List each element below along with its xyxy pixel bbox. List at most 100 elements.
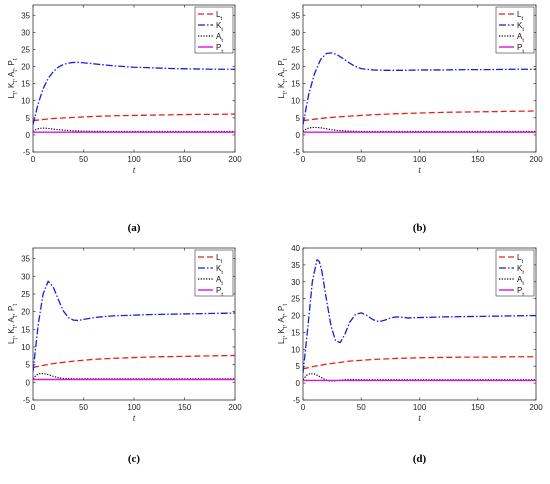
y-tick-label: 15 [21,80,30,89]
panel-caption: (d) [413,453,427,465]
x-tick-label: 100 [127,155,141,164]
y-axis-label-part: L [277,94,286,99]
y-axis-label-part: , A [277,71,286,81]
y-axis-label-part: L [7,339,16,344]
x-axis-label: t [133,166,136,175]
legend-entry-name: K [517,21,523,30]
x-tick-label: 50 [357,403,366,412]
legend-entry-A: At [216,275,223,287]
y-tick-label: 40 [291,244,300,253]
legend-entry-name: K [216,21,222,30]
y-axis-label-part: L [7,94,16,99]
y-tick-label: 30 [21,272,30,281]
y-tick-label: 0 [26,378,31,387]
legend-box [495,249,535,297]
x-tick-label: 100 [413,155,427,164]
y-axis-label-part: t [283,81,289,83]
legend-entry-sub: t [220,16,222,22]
legend-entry-K: Kt [517,21,524,33]
legend-entry-L: Lt [517,10,523,22]
y-axis-label-part: , A [7,71,16,81]
y-tick-label: 0 [26,131,31,140]
y-axis-label-part: , P [277,306,286,316]
series-line-A [33,372,235,380]
y-axis-label: Lt, Kt, At, Pt [277,58,289,98]
series-line-L [303,110,536,122]
y-tick-label: 35 [21,11,30,20]
legend-box [194,6,234,54]
y-axis-label-part: t [283,304,289,306]
y-tick-label: 5 [26,361,31,370]
legend-entry-name: L [216,253,221,262]
series-line-K [33,61,235,125]
x-tick-label: 0 [31,155,36,164]
y-axis-label-part: t [283,58,289,60]
y-axis-label-part: , P [7,306,16,316]
y-tick-label: 15 [21,325,30,334]
legend-entry-sub: t [221,38,223,44]
legend-entry-sub: t [221,27,223,33]
y-axis-label: Lt, Kt, At, Pt [7,58,19,98]
y-tick-label: 30 [291,278,300,287]
y-axis-label-part: , A [7,316,16,326]
series-line-A [303,126,536,133]
y-axis-label-part: , A [277,316,286,326]
series-line-K [303,259,536,374]
legend-entry-P: Pt [517,286,524,298]
y-tick-label: 5 [296,114,301,123]
panel-caption: (a) [128,222,141,234]
x-axis-label: t [418,166,421,175]
legend-box [495,6,535,54]
series-line-L [303,356,536,370]
series-line-L [33,113,235,122]
legend-entry-sub: t [521,259,523,265]
y-axis-label-part: L [277,339,286,344]
legend-entry-sub: t [522,38,524,44]
legend-entry-name: L [216,10,221,19]
legend-entry-name: A [517,275,523,284]
legend-entry-sub: t [522,270,524,276]
legend-entry-L: Lt [517,253,523,265]
x-axis-label: t [133,414,136,423]
legend-entry-A: At [517,275,524,287]
x-tick-label: 150 [178,403,192,412]
y-tick-label: 10 [21,97,30,106]
y-tick-label: 30 [291,28,300,37]
series-line-K [303,52,536,125]
legend-entry-K: Kt [517,264,524,276]
legend-entry-sub: t [221,281,223,287]
x-tick-label: 200 [228,155,242,164]
y-axis-label-part: t [13,81,19,83]
legend-entry-sub: t [221,292,223,298]
legend-entry-K: Kt [216,264,223,276]
y-tick-label: 0 [296,379,301,388]
legend-entry-K: Kt [216,21,223,33]
x-tick-label: 50 [79,403,88,412]
y-tick-label: 25 [21,290,30,299]
y-tick-label: -5 [293,148,301,157]
panel-caption: (c) [128,453,141,465]
legend-box [194,249,234,297]
x-tick-label: 100 [413,403,427,412]
y-axis-label-part: t [283,92,289,94]
y-axis-label-part: t [13,326,19,328]
legend-entry-A: At [216,32,223,44]
y-axis-label: Lt, Kt, At, Pt [7,304,19,344]
legend-entry-name: L [517,253,522,262]
y-tick-label: 10 [21,343,30,352]
y-tick-label: 35 [21,255,30,264]
x-tick-label: 200 [228,403,242,412]
y-tick-label: 5 [296,362,301,371]
y-tick-label: 25 [291,295,300,304]
y-tick-label: 20 [21,308,30,317]
x-tick-label: 0 [31,403,36,412]
x-axis-label: t [418,414,421,423]
legend-entry-sub: t [522,281,524,287]
y-tick-label: -5 [23,396,31,405]
y-axis-label-part: t [13,304,19,306]
